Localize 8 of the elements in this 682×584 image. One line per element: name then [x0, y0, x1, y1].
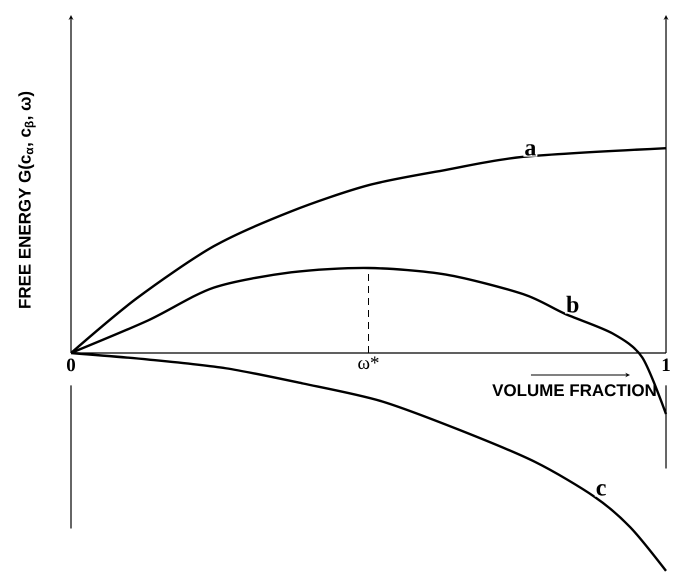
x-tick-label: 1: [662, 358, 670, 372]
series-label: b: [566, 296, 578, 313]
series-label: a: [525, 144, 536, 156]
x-axis-title: VOLUME FRACTION: [492, 384, 656, 396]
x-tick-label: 0: [66, 358, 76, 372]
series-label: c: [596, 484, 606, 496]
ref-line-label: ω*: [358, 356, 379, 370]
y-axis-title: FREE ENERGY G(c$_{α}$, c$_{β}$, ω): [18, 92, 36, 308]
